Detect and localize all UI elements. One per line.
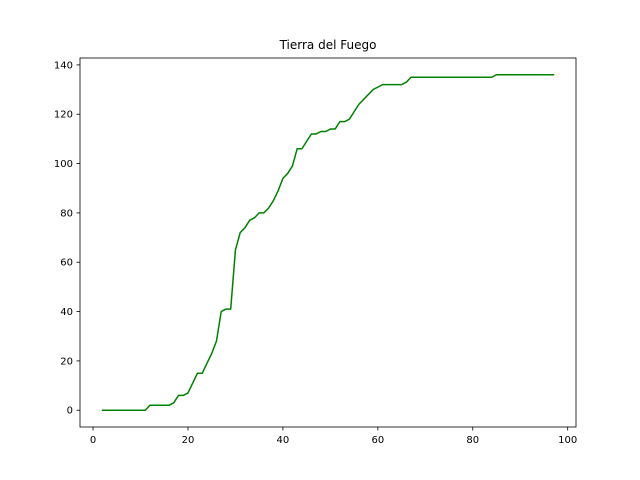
- x-tick-label: 0: [90, 435, 96, 446]
- x-tick-label: 60: [371, 435, 384, 446]
- y-tick-label: 0: [67, 406, 73, 417]
- y-tick-label: 140: [54, 60, 73, 71]
- y-tick-label: 120: [54, 110, 73, 121]
- plot-area: [101, 74, 555, 411]
- chart-title: Tierra del Fuego: [279, 38, 377, 52]
- x-tick-label: 100: [558, 435, 577, 446]
- axes-frame: [79, 57, 577, 428]
- y-tick-label: 80: [60, 208, 73, 219]
- x-tick-label: 80: [466, 435, 479, 446]
- y-tick-label: 60: [60, 258, 73, 269]
- x-tick-label: 40: [277, 435, 290, 446]
- series-line-0: [101, 74, 555, 411]
- axes: 0 20 40 60 80 100 0 20 40 60 80 100 120 140: [54, 57, 577, 446]
- x-tick-label: 20: [182, 435, 195, 446]
- y-tick-label: 40: [60, 307, 73, 318]
- y-tick-label: 100: [54, 159, 73, 170]
- y-tick-label: 20: [60, 356, 73, 367]
